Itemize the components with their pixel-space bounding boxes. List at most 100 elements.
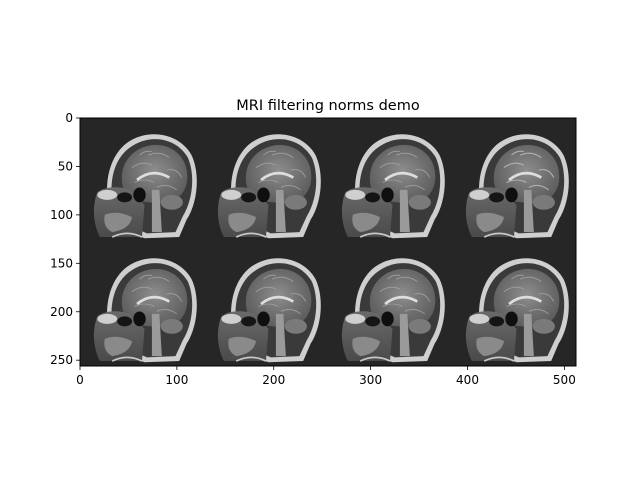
- jaw-line: [483, 232, 515, 238]
- gyrus-line: [528, 309, 549, 315]
- gyrus-line: [404, 185, 425, 191]
- gyrus-line: [290, 169, 307, 178]
- y-tick-label: 200: [50, 305, 73, 319]
- cerebellum: [284, 194, 307, 210]
- gyrus-line: [139, 150, 152, 156]
- sinus-cavity: [489, 192, 505, 203]
- corpus-callosum: [508, 171, 542, 182]
- y-tick-label: 150: [50, 256, 73, 270]
- nasal-bone: [221, 189, 242, 200]
- gyrus-line: [255, 286, 277, 292]
- cerebellum: [160, 318, 183, 334]
- gyrus-line: [404, 309, 425, 315]
- gyrus-line: [134, 303, 155, 307]
- tongue: [104, 212, 133, 233]
- x-tick-label: 300: [359, 373, 382, 387]
- mri-slice-panel: [341, 258, 445, 363]
- airway: [257, 187, 270, 203]
- gyrus-line: [414, 293, 431, 302]
- gyrus-line: [519, 152, 542, 159]
- nasal-bone: [345, 313, 366, 324]
- gyrus-line: [148, 276, 170, 283]
- axes-frame: [79, 117, 577, 367]
- cerebellum: [532, 318, 555, 334]
- gyrus-line: [148, 152, 170, 159]
- airway: [381, 311, 394, 327]
- brainstem: [523, 189, 534, 233]
- gyrus-line: [156, 185, 177, 191]
- jaw-line: [235, 232, 267, 238]
- gyrus-line: [538, 169, 555, 178]
- sinus-cavity: [365, 192, 381, 203]
- corpus-callosum: [384, 171, 418, 182]
- gyrus-line: [156, 309, 177, 315]
- gyrus-line: [255, 162, 277, 168]
- gyrus-line: [528, 184, 550, 191]
- gyrus-line: [382, 179, 403, 183]
- cerebellum: [532, 194, 555, 210]
- nasal-bone: [345, 189, 366, 200]
- y-tick-label: 250: [50, 353, 73, 367]
- jaw-line: [359, 356, 391, 362]
- airway: [381, 187, 394, 203]
- corpus-callosum: [260, 171, 294, 182]
- gyrus-line: [280, 309, 301, 315]
- gyrus-line: [511, 150, 525, 156]
- tongue: [476, 212, 505, 233]
- brainstem: [399, 313, 410, 357]
- tongue: [104, 336, 133, 357]
- gyrus-line: [166, 169, 183, 178]
- jaw-line: [111, 356, 143, 362]
- gyrus-line: [272, 276, 294, 283]
- tongue: [352, 212, 381, 233]
- brainstem: [151, 313, 162, 357]
- gyrus-line: [414, 169, 431, 178]
- mri-slice-panel: [465, 258, 569, 363]
- x-tick-label: 400: [456, 373, 479, 387]
- gyrus-line: [166, 293, 183, 302]
- gyrus-line: [379, 286, 401, 292]
- corpus-callosum: [508, 295, 542, 306]
- gyrus-line: [387, 274, 400, 280]
- brainstem: [275, 313, 286, 357]
- airway: [133, 311, 146, 327]
- corpus-callosum: [136, 295, 170, 306]
- airway: [505, 311, 518, 327]
- gyrus-line: [382, 303, 403, 307]
- gyrus-line: [131, 162, 153, 168]
- jaw-line: [111, 232, 143, 238]
- airway: [505, 187, 518, 203]
- jaw-line: [359, 232, 391, 238]
- tongue: [228, 336, 257, 357]
- gyrus-line: [506, 179, 527, 183]
- plot-area: [80, 118, 576, 366]
- mri-slice-panel: [93, 258, 197, 363]
- mri-slice-panel: [217, 258, 321, 363]
- nasal-bone: [97, 189, 118, 200]
- gyrus-line: [258, 303, 279, 307]
- tongue: [352, 336, 381, 357]
- x-tick-label: 500: [553, 373, 576, 387]
- gyrus-line: [290, 293, 307, 302]
- jaw-line: [483, 356, 515, 362]
- nasal-bone: [469, 313, 490, 324]
- sinus-cavity: [365, 316, 381, 327]
- sinus-cavity: [241, 316, 257, 327]
- y-tick-label: 0: [65, 111, 73, 125]
- gyrus-line: [263, 150, 276, 156]
- brainstem: [275, 189, 286, 233]
- airway: [257, 311, 270, 327]
- x-axis: 0 100 200 300 400 500: [76, 366, 576, 387]
- sinus-cavity: [117, 316, 133, 327]
- gyrus-line: [280, 185, 301, 191]
- nasal-bone: [221, 313, 242, 324]
- cerebellum: [160, 194, 183, 210]
- x-tick-label: 200: [262, 373, 285, 387]
- mri-slice-panel: [341, 134, 445, 239]
- mri-slice-panel: [465, 134, 569, 239]
- gyrus-line: [272, 152, 294, 159]
- tongue: [476, 336, 505, 357]
- gyrus-line: [396, 152, 418, 159]
- gyrus-line: [520, 276, 542, 283]
